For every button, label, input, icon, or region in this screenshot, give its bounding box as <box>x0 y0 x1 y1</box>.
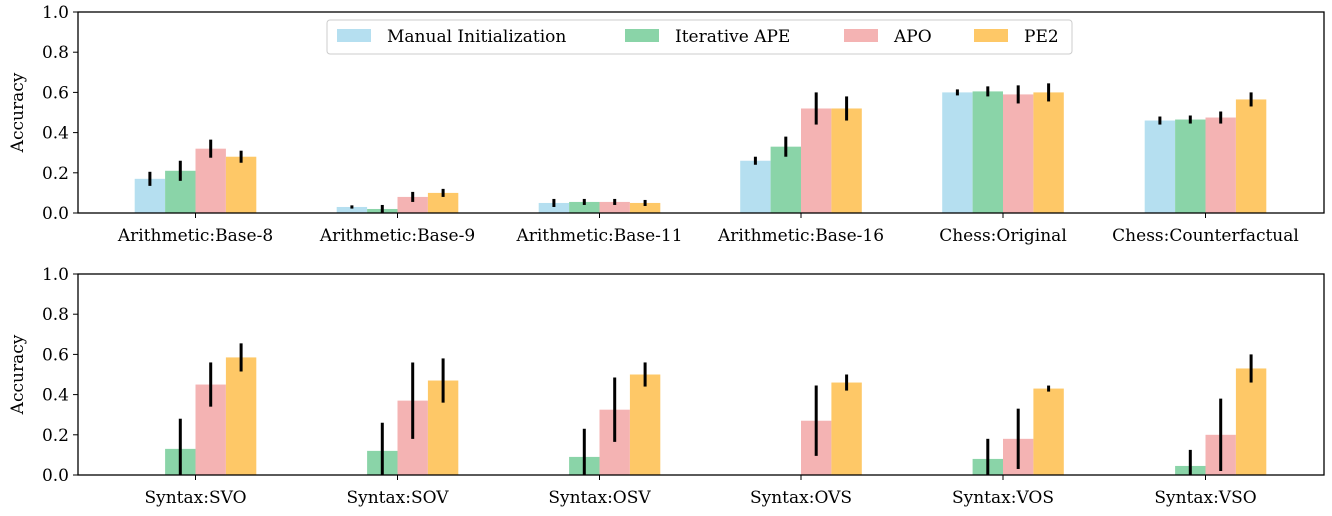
bottom-chart-panel: Syntax:SVO Syntax:SOV Syntax:OSV Syntax:OVS… <box>8 265 1325 508</box>
bar <box>770 146 801 213</box>
bar <box>1235 368 1267 475</box>
x-tick-label: Arithmetic:Base-16 <box>717 226 884 246</box>
bar <box>740 160 771 213</box>
plot-frame <box>77 11 1325 214</box>
x-tick-label: Syntax:SOV <box>346 488 449 508</box>
y-axis-label: Accuracy <box>8 334 28 415</box>
plot-frame <box>77 273 1325 476</box>
bar <box>225 357 257 475</box>
legend-label: Manual Initialization <box>387 27 566 47</box>
bar <box>942 92 973 213</box>
y-tick-label: 0.8 <box>42 305 69 325</box>
legend-swatch <box>974 29 1008 42</box>
legend-swatch <box>337 29 371 42</box>
bar <box>1144 120 1176 213</box>
bar <box>1235 99 1267 213</box>
bar <box>427 192 459 213</box>
y-tick-label: 1.0 <box>42 265 69 285</box>
bar <box>1003 94 1034 213</box>
y-tick-label: 1.0 <box>42 3 69 23</box>
y-tick-label: 0.8 <box>42 43 69 63</box>
x-tick-label: Syntax:VOS <box>952 488 1054 508</box>
y-tick-label: 0.6 <box>42 83 69 103</box>
bar <box>831 382 862 475</box>
x-tick-label: Arithmetic:Base-11 <box>515 226 682 246</box>
x-tick-label: Syntax:VSO <box>1154 488 1256 508</box>
bar <box>1175 119 1206 213</box>
bar <box>1033 388 1064 475</box>
bar <box>195 148 226 213</box>
bar <box>599 201 630 213</box>
y-tick-label: 0.6 <box>42 345 69 365</box>
x-tick-label: Chess:Counterfactual <box>1112 226 1299 246</box>
y-tick-label: 0.2 <box>42 164 69 184</box>
bar <box>538 202 570 213</box>
x-tick-label: Chess:Original <box>939 226 1067 246</box>
legend-swatch <box>844 29 878 42</box>
top-chart-panel: Arithmetic:Base-8 Arithmetic:Base-9 Arithm… <box>8 3 1325 246</box>
x-tick-label: Syntax:OSV <box>548 488 651 508</box>
y-axis-label: Accuracy <box>8 72 28 153</box>
y-tick-label: 0.4 <box>42 124 69 144</box>
legend-label: APO <box>893 27 932 47</box>
x-tick-label: Arithmetic:Base-8 <box>117 226 273 246</box>
y-tick-label: 0.0 <box>42 466 69 486</box>
legend: Manual Initialization Iterative APE APO PE2 <box>326 19 1073 55</box>
bar <box>336 206 368 213</box>
legend-box <box>326 19 1073 55</box>
legend-label: Iterative APE <box>675 27 790 47</box>
x-tick-label: Syntax:OVS <box>750 488 852 508</box>
x-tick-label: Arithmetic:Base-9 <box>319 226 475 246</box>
y-tick-label: 0.0 <box>42 204 69 224</box>
bar <box>1033 92 1064 213</box>
bar <box>831 108 862 213</box>
x-tick-label: Syntax:SVO <box>144 488 246 508</box>
bar <box>972 91 1003 213</box>
bar <box>225 156 257 213</box>
legend-swatch <box>625 29 659 42</box>
bar <box>1205 117 1236 213</box>
y-tick-label: 0.4 <box>42 386 69 406</box>
legend-label: PE2 <box>1024 27 1059 47</box>
bar <box>629 202 661 213</box>
bar <box>629 374 661 475</box>
y-tick-label: 0.2 <box>42 426 69 446</box>
bar <box>397 196 428 213</box>
bar <box>801 108 832 213</box>
bar <box>569 201 600 213</box>
